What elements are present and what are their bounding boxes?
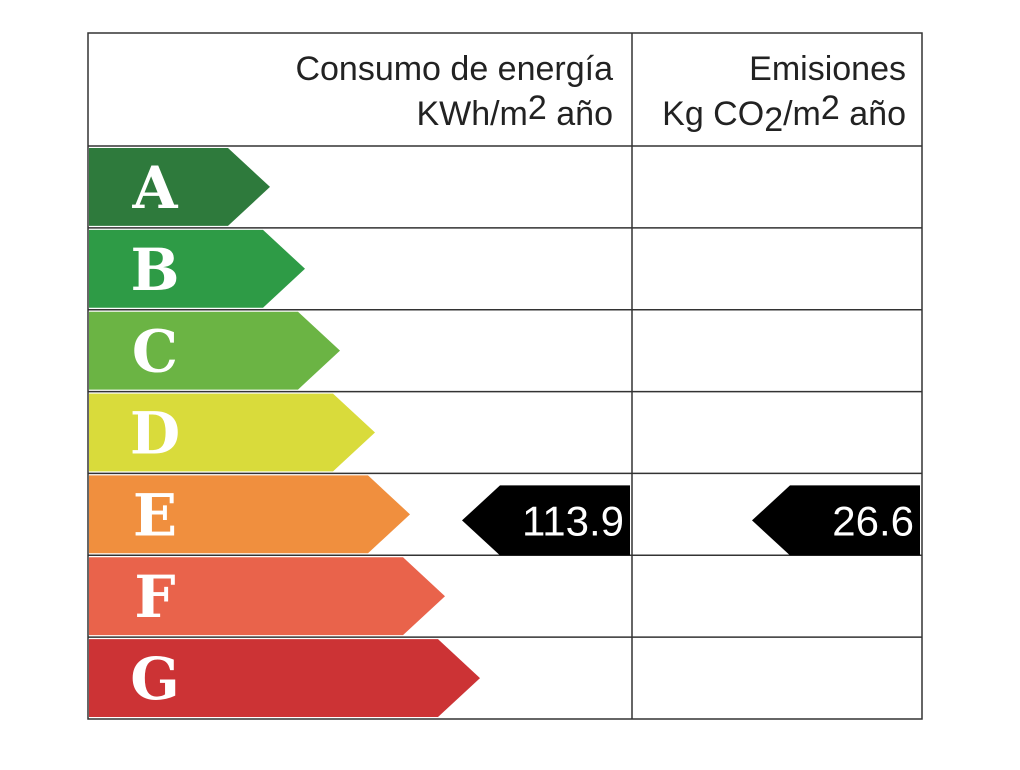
unit-sup: 2 [528,89,547,127]
emissions-unit: Kg CO2/m2 año [662,89,906,139]
rating-letter: E [133,481,177,549]
rating-letter: A [131,154,178,222]
rating-arrow [89,475,410,554]
rating-letter: C [132,318,178,386]
rating-letter: G [130,645,180,713]
value-pointer [752,485,920,556]
rating-arrow [89,148,270,226]
rating-letter: B [130,236,179,304]
unit-part: /m [783,95,821,133]
table-frame [87,32,923,720]
unit-part: año [840,95,906,133]
value-label: 113.9 [522,497,624,544]
unit-part: KWh/m [416,95,527,133]
emissions-title: Emisiones [749,50,906,88]
unit-part: año [547,95,613,133]
rating-arrow [89,311,340,390]
energy-unit: KWh/m2 año [416,89,613,133]
rating-letter: D [130,400,180,468]
rating-letter: F [134,563,175,631]
unit-sub: 2 [764,101,783,139]
rating-arrow [89,229,305,308]
rating-arrow [89,557,445,636]
value-label: 26.6 [832,497,914,544]
energy-title: Consumo de energía [295,50,613,88]
unit-part: Kg CO [662,95,764,133]
rating-arrow [89,639,480,717]
value-pointer [462,485,630,556]
rating-arrow [89,393,375,472]
unit-sup: 2 [821,89,840,127]
